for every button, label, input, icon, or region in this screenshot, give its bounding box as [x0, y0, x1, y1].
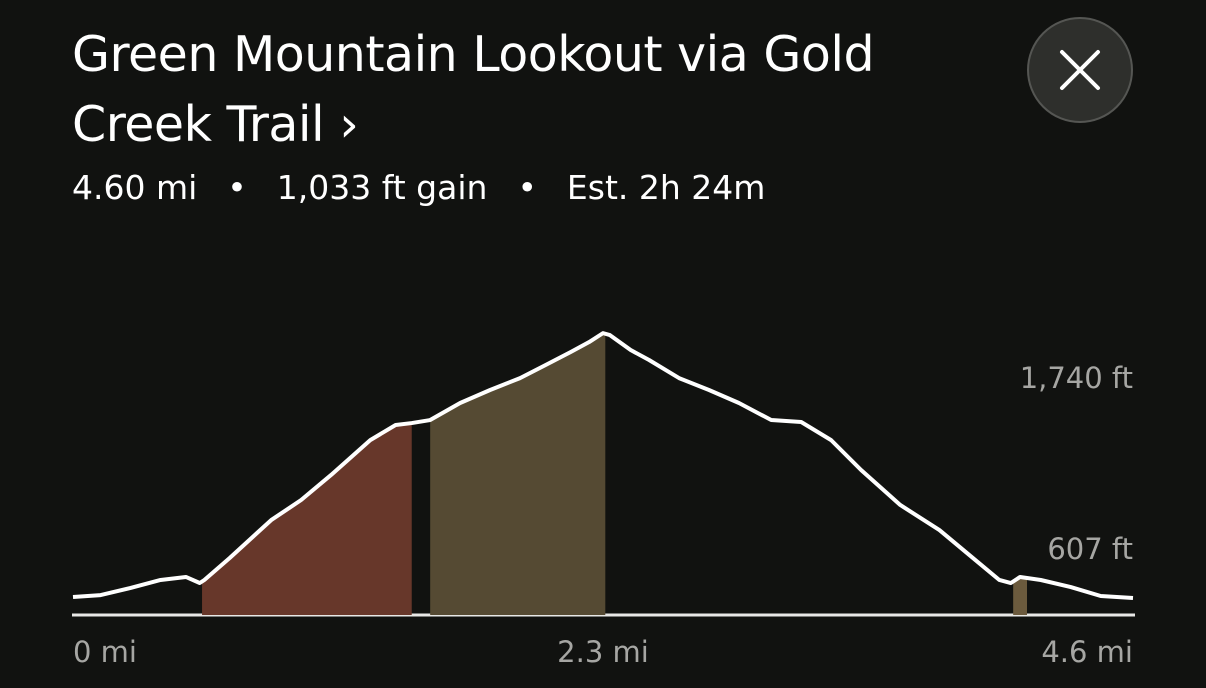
close-button[interactable]: [1027, 17, 1133, 123]
grade-segment: [1013, 333, 1027, 615]
grade-segment: [202, 333, 412, 615]
time: Est. 2h 24m: [566, 168, 766, 207]
x-tick-label: 2.3 mi: [557, 635, 649, 669]
gain: 1,033 ft gain: [276, 168, 488, 207]
separator: •: [227, 168, 247, 207]
trail-stats: 4.60 mi • 1,033 ft gain • Est. 2h 24m: [72, 168, 765, 207]
distance: 4.60 mi: [72, 168, 198, 207]
close-icon[interactable]: [1060, 50, 1100, 90]
elevation-line: [72, 331, 1134, 600]
separator: •: [517, 168, 537, 207]
x-tick-label: 0 mi: [73, 635, 137, 669]
highlights: [202, 333, 1027, 615]
y-tick-label: 607 ft: [1047, 532, 1133, 566]
y-tick-label: 1,740 ft: [1020, 361, 1133, 395]
x-tick-label: 4.6 mi: [1041, 635, 1133, 669]
trail-title[interactable]: Green Mountain Lookout via Gold Creek Tr…: [72, 26, 875, 153]
